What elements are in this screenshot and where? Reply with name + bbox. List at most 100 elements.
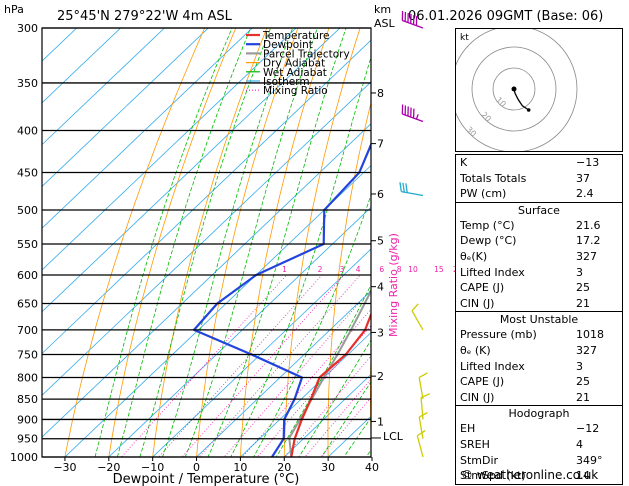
- legend-label: Wet Adiabat: [263, 67, 327, 79]
- stat-row: θₑ(K) 327: [456, 249, 622, 265]
- wind-barb-flag: [415, 114, 419, 120]
- legend-label: Temperature: [262, 30, 330, 42]
- isotherm-line: [42, 28, 209, 187]
- wind-barb-flag: [399, 182, 402, 192]
- most-unstable-header: Most Unstable: [456, 311, 622, 327]
- pressure-tick-label: 300: [17, 22, 38, 35]
- stat-row: K −13: [456, 155, 622, 171]
- stat-label: PW (cm): [460, 187, 507, 201]
- temperature-tick-label: 0: [193, 461, 200, 474]
- wet-adiabat-line: [162, 28, 294, 457]
- stat-row: EH −12: [456, 421, 622, 437]
- temperature-axis: −30 −20 −10 0 10 20 30 40: [53, 457, 379, 474]
- stat-row: StmSpd (kt) 14: [456, 468, 622, 484]
- stat-row: PW (cm) 2.4: [456, 186, 622, 202]
- wind-barb-flag: [402, 182, 405, 193]
- stat-label: CAPE (J): [460, 375, 505, 389]
- wind-barb-staff: [402, 113, 424, 123]
- x-axis-title: Dewpoint / Temperature (°C): [113, 472, 300, 486]
- wind-barb-staff: [416, 435, 424, 458]
- height-tick-label: 3: [377, 326, 384, 339]
- wind-barb-staff: [418, 416, 424, 439]
- isotherm-line: [42, 81, 371, 396]
- wind-barb-staff: [401, 191, 424, 197]
- stat-label: StmSpd (kt): [460, 469, 526, 483]
- pressure-tick-label: 850: [17, 393, 38, 406]
- copyright-footer: © weatheronline.co.uk: [461, 468, 599, 482]
- stat-label: Temp (°C): [460, 218, 515, 232]
- mixing-ratio-value-label: 2: [318, 265, 323, 274]
- mixing-ratio-value-label: 8: [397, 265, 402, 274]
- wet-adiabat-line: [298, 339, 371, 457]
- wind-barb: [418, 411, 428, 439]
- stat-row: Lifted Index 3: [456, 359, 622, 375]
- wind-barb-staff: [402, 19, 424, 29]
- wind-barb: [411, 303, 424, 331]
- wind-barb-staff: [418, 377, 424, 400]
- stat-label: StmDir: [460, 453, 499, 467]
- isotherm-line: [42, 39, 371, 355]
- stat-value: 4: [576, 437, 583, 451]
- isotherm-line: [42, 28, 253, 229]
- height-tick-label: 1: [377, 415, 384, 428]
- hodograph-panel: kt 10 20 30: [450, 25, 623, 153]
- isotherm-line: [152, 248, 371, 457]
- wind-barb: [416, 429, 426, 458]
- height-tick-label: 2: [377, 370, 384, 383]
- stat-row: CIN (J) 21: [456, 296, 622, 312]
- wind-barb-flag: [416, 429, 426, 437]
- pressure-tick-label: 750: [17, 348, 38, 361]
- stat-value: −13: [576, 156, 600, 169]
- stat-value: 327: [576, 249, 597, 263]
- surface-indices: Temp (°C) 21.6 Dewp (°C) 17.2 θₑ(K) 327 Lifted…: [456, 218, 622, 312]
- mixing-ratio-value-label: 1: [282, 265, 287, 274]
- mixing-ratio-value-label: 15: [434, 265, 444, 274]
- stat-value: 21.6: [576, 218, 601, 232]
- wind-barb-flag: [418, 372, 428, 378]
- stat-row: CIN (J) 21: [456, 390, 622, 406]
- stat-value: 14: [576, 469, 590, 483]
- profile-lines: [192, 141, 371, 457]
- stat-row: CAPE (J) 25: [456, 374, 622, 390]
- wind-barb-staff: [411, 310, 424, 331]
- hodograph-ring-label: 20: [479, 110, 493, 124]
- temperature-tick-label: −20: [97, 461, 120, 474]
- stat-value: 21: [576, 390, 590, 404]
- isotherm-line: [283, 373, 371, 457]
- isotherm-line: [0, 0, 101, 474]
- pressure-tick-label: 600: [17, 269, 38, 282]
- most-unstable-indices: Pressure (mb) 1018 θₑ (K) 327 Lifted Index 3 C…: [456, 327, 622, 405]
- stats-table: K −13 Totals Totals 37 PW (cm) 2.4 Surface Te…: [455, 154, 623, 485]
- mixing-ratio-line: [120, 274, 287, 457]
- pressure-unit-label: hPa: [4, 3, 24, 16]
- hodograph-ring-label: 10: [494, 95, 508, 109]
- isotherm-line: [42, 28, 341, 313]
- wet-adiabat-line: [253, 193, 371, 457]
- pressure-tick-label: 400: [17, 125, 38, 138]
- stat-label: Lifted Index: [460, 359, 525, 373]
- stat-label: θₑ (K): [460, 343, 491, 357]
- mixing-ratio-axis-title: Mixing Ratio (g/kg): [387, 233, 400, 337]
- pressure-tick-label: 650: [17, 298, 38, 311]
- isotherm-line: [42, 28, 297, 271]
- pressure-tick-label: 500: [17, 204, 38, 217]
- lcl-label: LCL: [383, 430, 404, 443]
- isotherm-line: [195, 290, 371, 457]
- wet-adiabat-line: [94, 28, 233, 457]
- stat-value: 25: [576, 281, 590, 295]
- mixing-ratio-value-label: 3: [340, 265, 345, 274]
- hodograph-ring-label: 30: [464, 125, 478, 139]
- height-tick-label: 6: [377, 188, 384, 201]
- stat-label: CIN (J): [460, 296, 495, 310]
- pressure-tick-label: 1000: [10, 451, 38, 464]
- legend-label: Isotherm: [263, 76, 310, 88]
- legend-label: Mixing Ratio: [263, 85, 328, 97]
- stat-value: 25: [576, 375, 590, 389]
- mixing-ratio-line: [304, 378, 371, 457]
- stat-value: 327: [576, 343, 597, 357]
- height-tick-label: 4: [377, 281, 384, 294]
- wind-barb: [418, 372, 428, 400]
- temperature-line: [290, 311, 371, 457]
